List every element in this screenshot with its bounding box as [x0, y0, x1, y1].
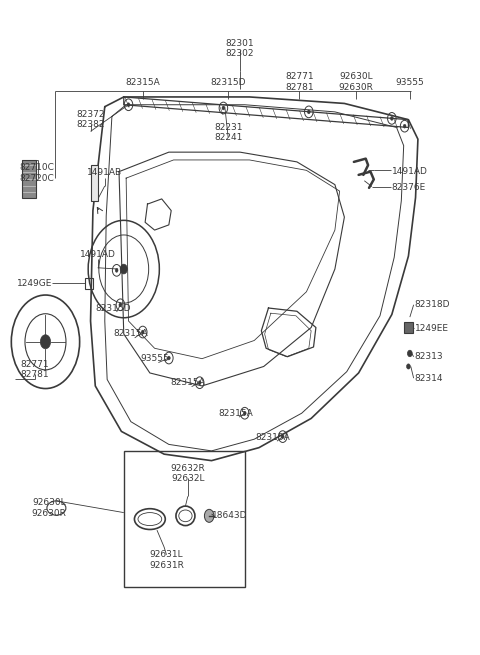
Circle shape: [408, 350, 412, 357]
Text: 82313: 82313: [415, 352, 443, 361]
Text: 82710C
82720C: 82710C 82720C: [20, 163, 54, 183]
Circle shape: [141, 330, 144, 334]
Text: 82315D: 82315D: [210, 77, 246, 86]
Text: 92630L
92630R: 92630L 92630R: [339, 72, 373, 92]
Circle shape: [281, 435, 284, 439]
Text: 82231
82241: 82231 82241: [214, 123, 242, 142]
Bar: [22, 160, 36, 198]
Text: 1491AD: 1491AD: [392, 167, 428, 176]
Text: 82372
82382: 82372 82382: [76, 110, 105, 130]
Text: 1249GE: 1249GE: [17, 279, 53, 288]
Text: 82315A: 82315A: [170, 378, 205, 387]
Circle shape: [198, 381, 201, 384]
Text: 92632R
92632L: 92632R 92632L: [170, 464, 205, 483]
Text: 1491AD: 1491AD: [80, 250, 116, 259]
Text: 93555: 93555: [396, 77, 424, 86]
Text: 1249EE: 1249EE: [415, 324, 449, 333]
Bar: [124, 451, 245, 588]
Circle shape: [243, 411, 246, 415]
Text: 82315A: 82315A: [125, 77, 160, 86]
Circle shape: [307, 110, 310, 114]
Bar: [404, 322, 413, 333]
Circle shape: [204, 510, 214, 522]
Text: 82771
82781: 82771 82781: [285, 72, 313, 92]
Text: 82318D: 82318D: [415, 300, 450, 309]
Circle shape: [403, 124, 406, 128]
Circle shape: [222, 106, 225, 110]
Circle shape: [168, 356, 170, 360]
Bar: [91, 165, 97, 201]
Text: 82376E: 82376E: [392, 183, 426, 193]
Bar: [85, 278, 93, 289]
Circle shape: [120, 264, 127, 274]
Text: 1491AB: 1491AB: [87, 168, 122, 178]
Text: 82315A: 82315A: [218, 409, 252, 418]
Circle shape: [407, 364, 410, 369]
Text: 93555: 93555: [140, 354, 169, 363]
Text: 82301
82302: 82301 82302: [226, 39, 254, 58]
Circle shape: [115, 269, 118, 272]
Text: 82771
82781: 82771 82781: [21, 360, 49, 379]
Circle shape: [390, 117, 393, 121]
Text: 92630L
92630R: 92630L 92630R: [32, 498, 67, 517]
Text: 82315A: 82315A: [113, 329, 148, 339]
Circle shape: [40, 335, 50, 349]
Text: 18643D: 18643D: [212, 512, 247, 520]
Circle shape: [119, 303, 122, 307]
Text: 82315D: 82315D: [95, 303, 131, 312]
Circle shape: [127, 103, 130, 107]
Text: 82315A: 82315A: [256, 434, 290, 442]
Text: 82314: 82314: [415, 373, 443, 383]
Text: 92631L
92631R: 92631L 92631R: [149, 550, 184, 570]
